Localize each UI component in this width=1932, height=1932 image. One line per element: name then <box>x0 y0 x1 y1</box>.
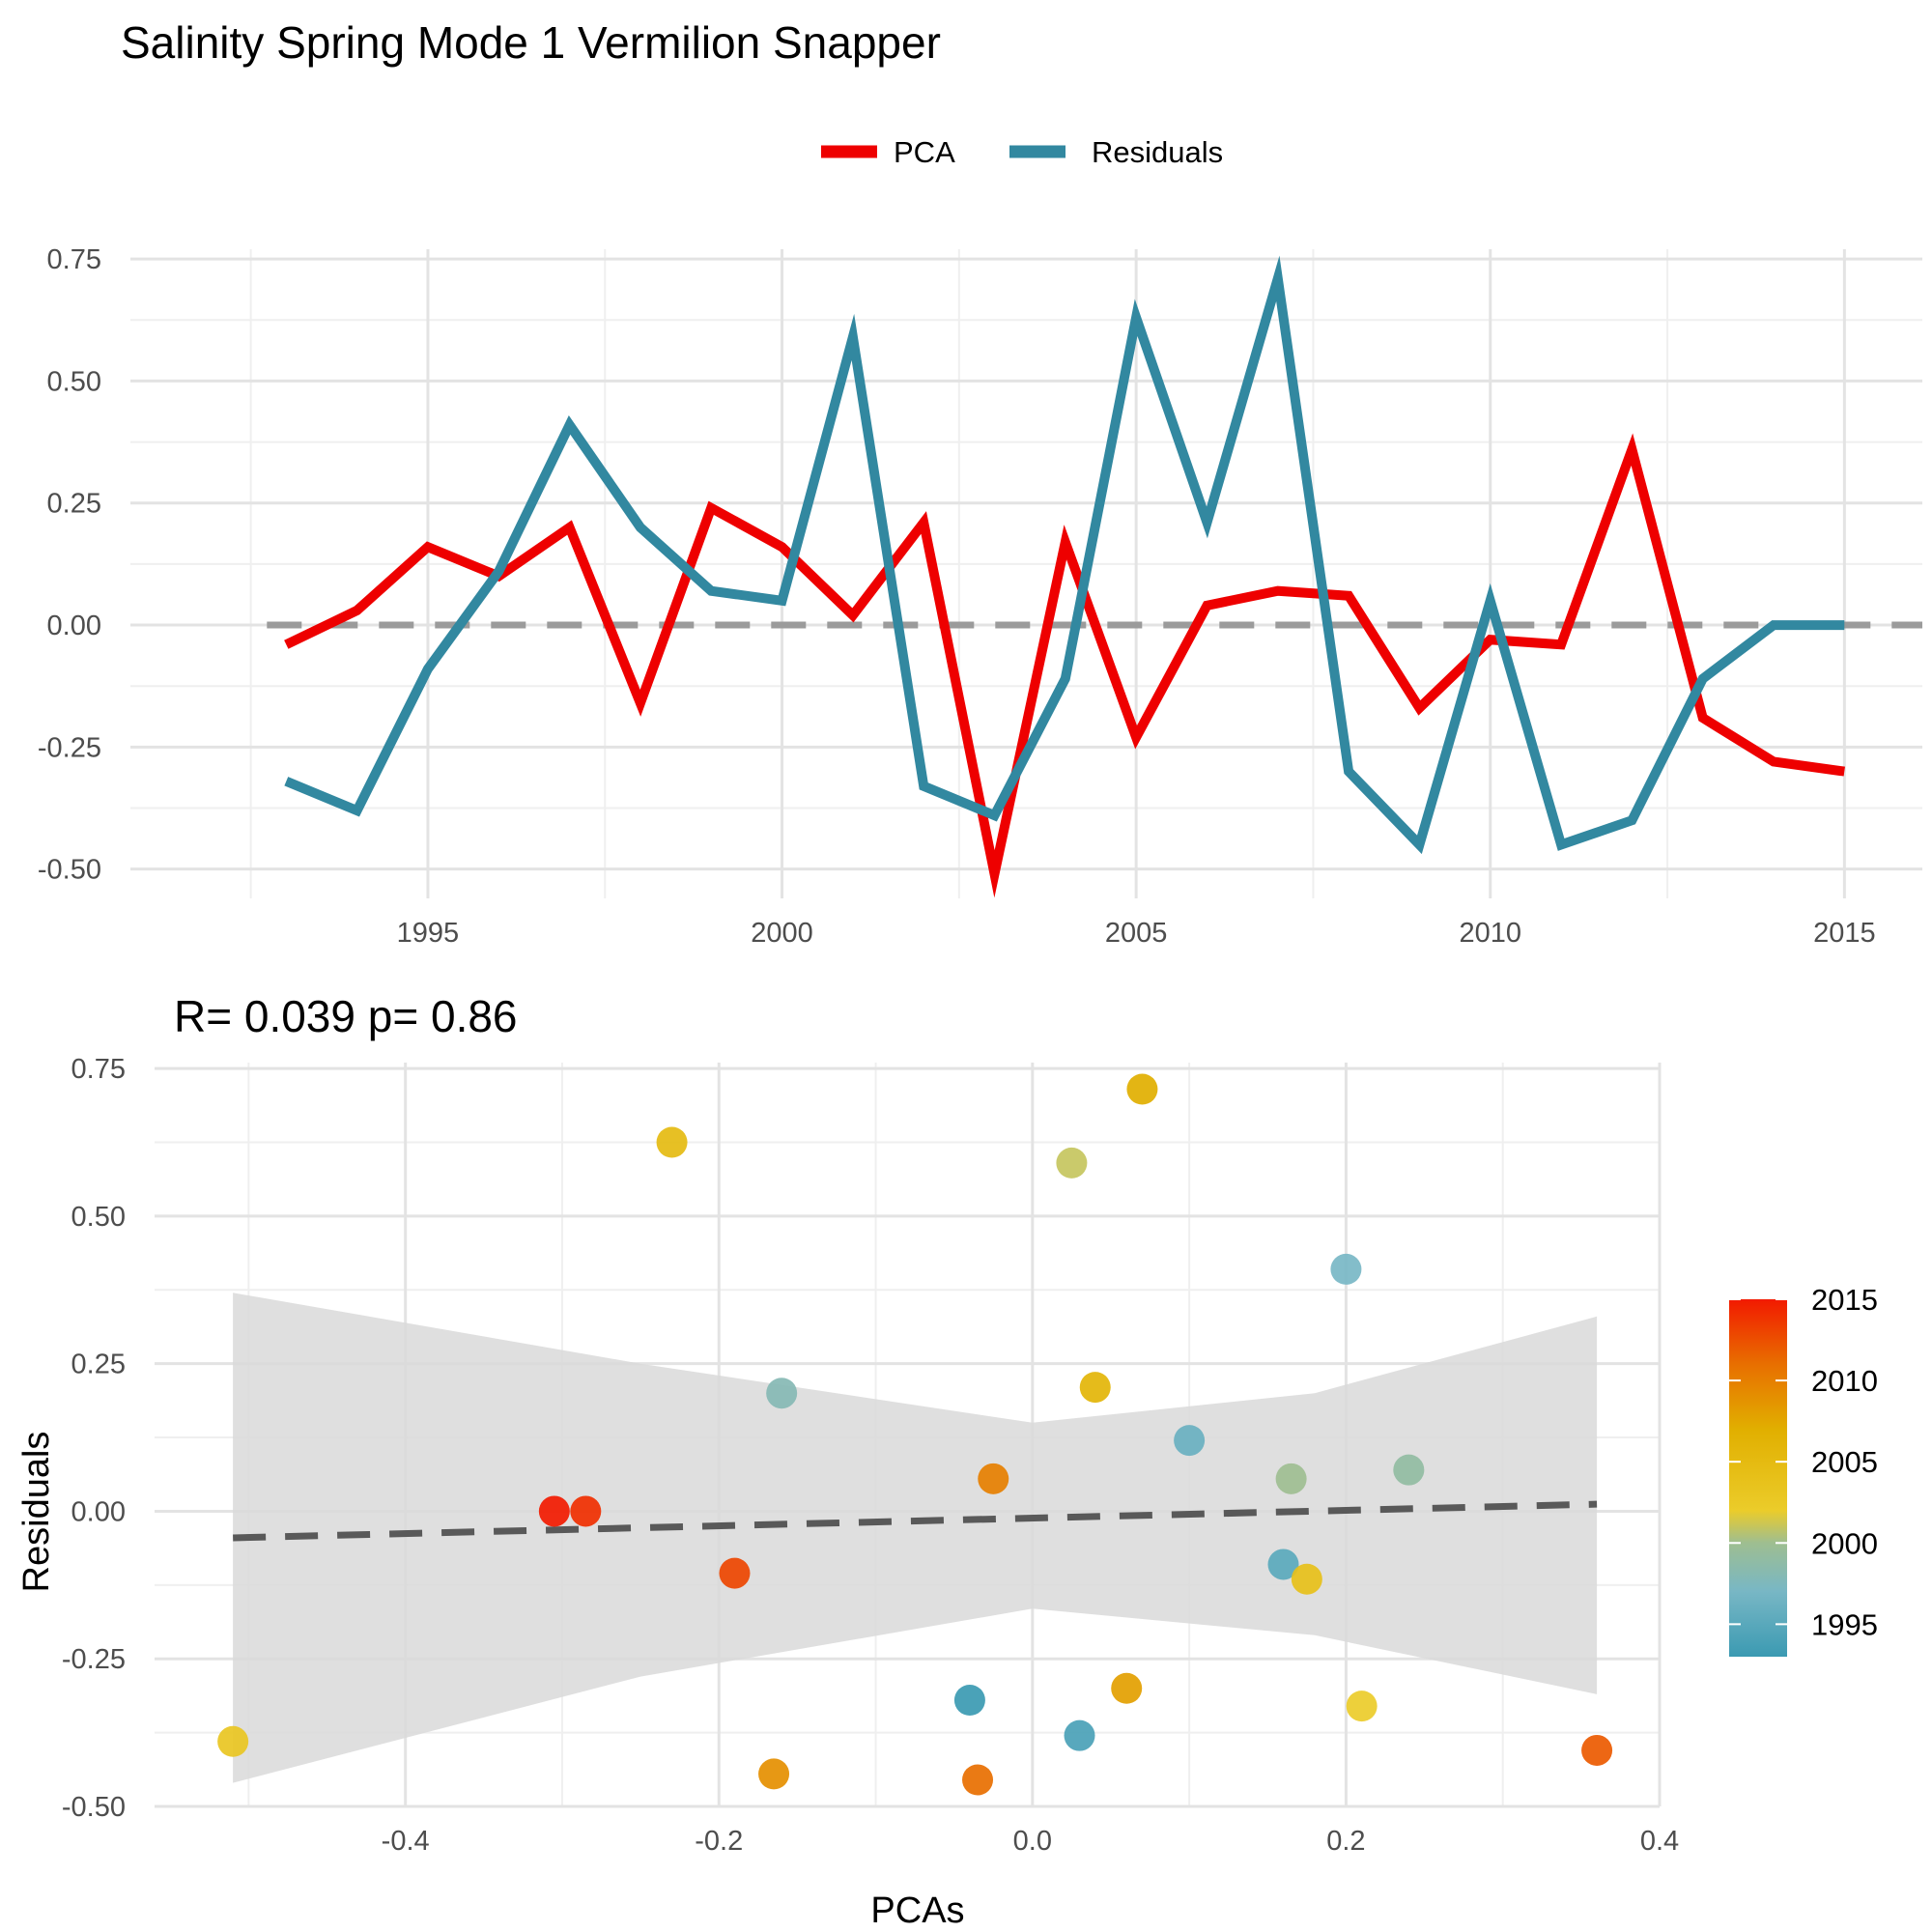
colorbar-ticks: 2015 2010 2005 2000 1995 <box>1729 1283 1878 1641</box>
scatter-point-2012 <box>1581 1734 1613 1766</box>
scatter-points <box>217 1073 1613 1796</box>
x-axis-label: PCAs <box>870 1890 964 1931</box>
y-tick-label: 0.25 <box>71 1350 126 1380</box>
scatter-point-2008 <box>1111 1672 1143 1704</box>
series-line-residuals <box>284 255 1845 855</box>
scatter-point-1998 <box>766 1378 798 1409</box>
timeseries-lines <box>284 255 1845 898</box>
colorbar-tick-label: 2015 <box>1811 1283 1878 1317</box>
scatter-panel: 0.75 0.50 0.25 0.00 -0.25 -0.50 -0.4 -0.2 0.0 0.… <box>62 1054 1679 1857</box>
scatter-point-2007 <box>1126 1073 1158 1105</box>
series-line-pca <box>284 433 1845 898</box>
y-tick-label: -0.50 <box>38 855 101 886</box>
scatter-y-ticks: 0.75 0.50 0.25 0.00 -0.25 -0.50 <box>62 1054 126 1823</box>
scatter-x-ticks: -0.4 -0.2 0.0 0.2 0.4 <box>382 1826 1679 1857</box>
y-tick-label: 0.00 <box>71 1496 126 1527</box>
x-tick-label: 0.0 <box>1013 1826 1052 1857</box>
scatter-point-2015 <box>538 1495 570 1527</box>
x-tick-label: -0.2 <box>695 1826 743 1857</box>
chart-title: Salinity Spring Mode 1 Vermilion Snapper <box>121 17 941 68</box>
scatter-point-2009 <box>758 1758 790 1790</box>
scatter-point-1995 <box>1267 1548 1299 1580</box>
x-tick-label: 0.2 <box>1326 1826 1365 1857</box>
scatter-point-2004 <box>1291 1563 1322 1595</box>
scatter-point-1997 <box>1330 1253 1362 1285</box>
colorbar-tick-label: 1995 <box>1811 1607 1878 1641</box>
scatter-point-2006 <box>1079 1372 1111 1404</box>
fit-line <box>233 1500 1598 1542</box>
confidence-band <box>233 1293 1598 1783</box>
scatter-point-2013 <box>719 1557 751 1589</box>
y-tick-label: 0.00 <box>47 611 101 641</box>
x-tick-label: 2000 <box>751 918 813 949</box>
x-tick-label: 1995 <box>397 918 460 949</box>
year-colorbar: 2015 2010 2005 2000 1995 <box>1729 1283 1878 1657</box>
correlation-subtitle: R= 0.039 p= 0.86 <box>174 991 518 1041</box>
scatter-point-2014 <box>570 1495 602 1527</box>
y-tick-label: 0.50 <box>47 366 101 397</box>
colorbar-tick-label: 2010 <box>1811 1364 1878 1398</box>
y-tick-label: 0.25 <box>47 489 101 520</box>
scatter-point-2000 <box>1275 1463 1307 1494</box>
y-axis-label: Residuals <box>16 1432 57 1593</box>
scatter-point-1994 <box>1064 1719 1095 1751</box>
y-tick-label: 0.75 <box>47 244 101 275</box>
y-tick-label: -0.25 <box>62 1644 126 1675</box>
y-tick-label: 0.50 <box>71 1202 126 1233</box>
scatter-point-2002 <box>1346 1690 1378 1722</box>
scatter-point-1996 <box>1174 1425 1206 1457</box>
timeseries-gridlines <box>130 249 1922 898</box>
scatter-point-2003 <box>217 1725 249 1757</box>
legend-label-residuals: Residuals <box>1092 135 1223 169</box>
y-tick-label: -0.25 <box>38 732 101 763</box>
timeseries-y-ticks: 0.75 0.50 0.25 0.00 -0.25 -0.50 <box>38 244 101 886</box>
colorbar-tick-label: 2005 <box>1811 1445 1878 1479</box>
scatter-point-1999 <box>1393 1454 1425 1486</box>
x-tick-label: -0.4 <box>382 1826 430 1857</box>
y-tick-label: 0.75 <box>71 1054 126 1085</box>
timeseries-x-ticks: 1995 2000 2005 2010 2015 <box>397 918 1876 949</box>
colorbar-gradient <box>1729 1299 1787 1657</box>
x-tick-label: 0.4 <box>1640 1826 1679 1857</box>
x-tick-label: 2015 <box>1813 918 1876 949</box>
scatter-point-2001 <box>1056 1147 1088 1179</box>
scatter-point-2010 <box>978 1463 1009 1494</box>
x-tick-label: 2005 <box>1105 918 1168 949</box>
scatter-point-1993 <box>953 1685 985 1716</box>
scatter-point-2005 <box>656 1126 688 1158</box>
y-tick-label: -0.50 <box>62 1792 126 1823</box>
colorbar-tick-label: 2000 <box>1811 1526 1878 1560</box>
legend: PCA Residuals <box>821 135 1223 169</box>
timeseries-panel: 0.75 0.50 0.25 0.00 -0.25 -0.50 1995 2000 2005 2… <box>38 244 1922 949</box>
legend-label-pca: PCA <box>894 135 955 169</box>
scatter-point-2011 <box>962 1764 994 1796</box>
x-tick-label: 2010 <box>1459 918 1521 949</box>
